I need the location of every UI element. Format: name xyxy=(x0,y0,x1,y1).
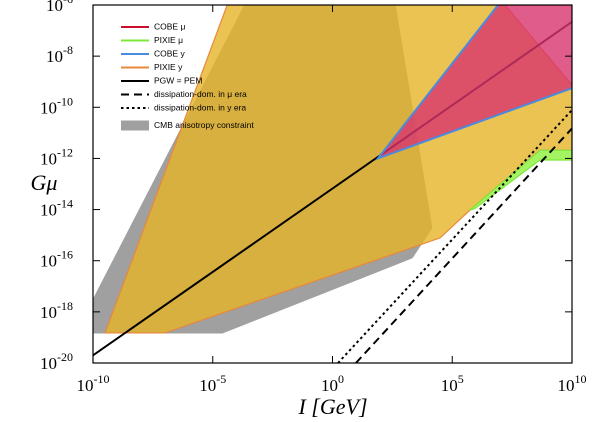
tick-base: 10 xyxy=(40,252,57,271)
tick-exponent: -6 xyxy=(63,0,73,6)
tick-label: 10-5 xyxy=(199,372,226,395)
legend-label: COBE μ xyxy=(154,21,185,31)
tick-exponent: 5 xyxy=(458,372,464,386)
tick-exponent: -20 xyxy=(57,350,73,364)
tick-label: 100 xyxy=(321,372,344,395)
tick-label: 105 xyxy=(441,372,464,395)
tick-label: 10-10 xyxy=(40,94,73,117)
tick-base: 10 xyxy=(46,0,63,15)
x-axis-title: I [GeV] xyxy=(297,394,367,419)
y-axis-title: Gμ xyxy=(31,170,58,195)
curve xyxy=(374,5,572,161)
tick-label: 10-8 xyxy=(46,43,73,66)
legend-label: dissipation-dom. in μ era xyxy=(154,89,247,99)
legend-label: PGW = PEM xyxy=(154,75,202,85)
curve xyxy=(355,127,572,363)
legend-label: CMB anisotropy constraint xyxy=(154,120,254,130)
tick-exponent: -8 xyxy=(63,43,73,57)
tick-label: 10-14 xyxy=(40,197,73,220)
tick-label: 1010 xyxy=(558,372,587,395)
tick-label: 10-16 xyxy=(40,248,73,271)
tick-exponent: -10 xyxy=(94,372,110,386)
tick-base: 10 xyxy=(46,47,63,66)
tick-label: 10-10 xyxy=(77,372,110,395)
tick-base: 10 xyxy=(441,376,458,395)
legend: COBE μ PIXIE μ COBE y PIXIE y PGW = PEM dissi… xyxy=(121,21,254,131)
region xyxy=(469,149,572,211)
tick-base: 10 xyxy=(77,376,94,395)
tick-label: 10-12 xyxy=(40,145,73,168)
tick-base: 10 xyxy=(199,376,216,395)
ticks: 10-10 10-5 100 105 101010-2010-1810-1610-141… xyxy=(40,0,587,395)
tick-base: 10 xyxy=(40,354,57,373)
tick-label: 10-6 xyxy=(46,0,73,15)
tick-exponent: -12 xyxy=(57,145,73,159)
legend-label: dissipation-dom. in y era xyxy=(154,102,246,112)
legend-label: PIXIE μ xyxy=(154,35,183,45)
tick-base: 10 xyxy=(321,376,338,395)
legend-swatch xyxy=(121,120,149,131)
tick-base: 10 xyxy=(558,376,575,395)
tick-label: 10-18 xyxy=(40,299,73,322)
tick-exponent: -16 xyxy=(57,248,73,262)
plot-area xyxy=(93,5,572,363)
tick-exponent: -14 xyxy=(57,197,73,211)
tick-exponent: -18 xyxy=(57,299,73,313)
tick-base: 10 xyxy=(40,149,57,168)
legend-label: PIXIE y xyxy=(154,62,183,72)
tick-exponent: 0 xyxy=(338,372,344,386)
tick-exponent: 10 xyxy=(575,372,587,386)
tick-base: 10 xyxy=(40,201,57,220)
tick-exponent: -10 xyxy=(57,94,73,108)
curve xyxy=(337,109,572,363)
tick-base: 10 xyxy=(40,303,57,322)
legend-label: COBE y xyxy=(154,48,185,58)
tick-base: 10 xyxy=(40,98,57,117)
tick-label: 10-20 xyxy=(40,350,73,373)
tick-exponent: -5 xyxy=(216,372,226,386)
